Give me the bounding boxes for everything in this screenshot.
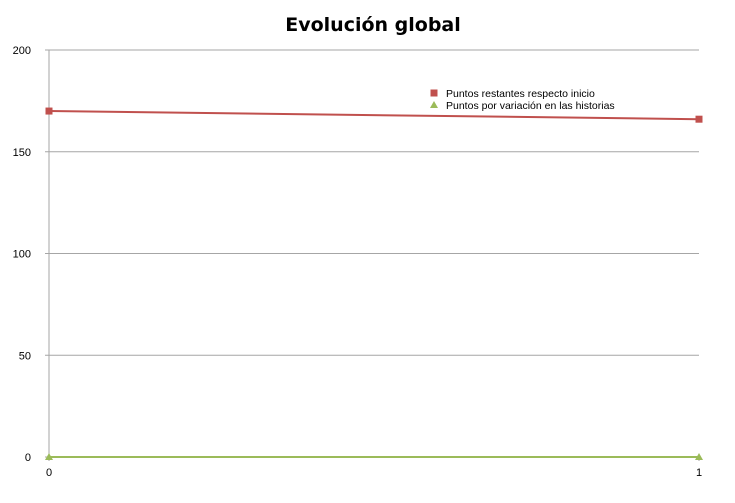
legend-label-2: Puntos por variación en las historias bbox=[446, 100, 615, 112]
y-tick-label: 150 bbox=[13, 147, 31, 159]
series-line-1 bbox=[48, 110, 700, 121]
x-tick-label: 0 bbox=[46, 467, 52, 479]
series-2-point bbox=[45, 453, 53, 460]
y-tick-label: 0 bbox=[25, 452, 31, 464]
series-1-point bbox=[45, 107, 53, 115]
legend-marker-1 bbox=[430, 89, 438, 97]
y-tick-labels: 0 50 100 150 200 bbox=[13, 45, 31, 464]
series-2-point bbox=[695, 453, 703, 460]
series-1-point bbox=[695, 115, 703, 123]
legend-label-1: Puntos restantes respecto inicio bbox=[446, 88, 595, 100]
x-tick-label: 1 bbox=[696, 467, 702, 479]
y-tick-label: 100 bbox=[13, 249, 31, 261]
y-tick-label: 200 bbox=[13, 45, 31, 57]
legend-marker-2 bbox=[430, 101, 438, 108]
series-group bbox=[45, 107, 703, 460]
chart-title: Evolución global bbox=[285, 14, 461, 36]
y-tick-label: 50 bbox=[19, 350, 31, 362]
